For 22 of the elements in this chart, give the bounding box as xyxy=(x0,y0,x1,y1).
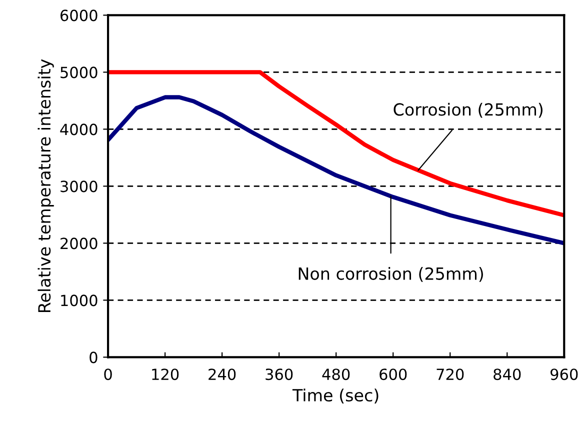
x-tick-label: 480 xyxy=(322,368,350,380)
x-tick-label: 600 xyxy=(380,368,407,380)
x-tick-label: 360 xyxy=(266,368,293,380)
y-tick-label: 6000 xyxy=(60,10,98,22)
x-tick-label: 720 xyxy=(436,368,464,380)
y-tick-label: 5000 xyxy=(60,66,98,78)
x-tick-label: 120 xyxy=(152,368,179,380)
line-series xyxy=(108,95,564,246)
x-tick-label: 240 xyxy=(208,368,236,380)
y-tick-label: 1000 xyxy=(61,294,98,306)
x-tick-label: 840 xyxy=(494,368,521,380)
text: Non corrosion (25mm) xyxy=(298,267,483,282)
x-tick-label: 960 xyxy=(550,368,578,380)
y-tick-label: 2000 xyxy=(60,238,98,250)
y-tick-label: 3000 xyxy=(60,180,98,192)
x-tick-label: 0 xyxy=(104,368,112,380)
y-axis-title: Relative temperature intensity xyxy=(38,59,54,312)
line-series xyxy=(108,70,564,218)
x-axis-title: Time (sec) xyxy=(292,388,378,404)
y-tick-label: 0 xyxy=(90,352,98,364)
text: Corrosion (25mm) xyxy=(394,102,542,118)
y-tick-label: 4000 xyxy=(60,124,98,136)
